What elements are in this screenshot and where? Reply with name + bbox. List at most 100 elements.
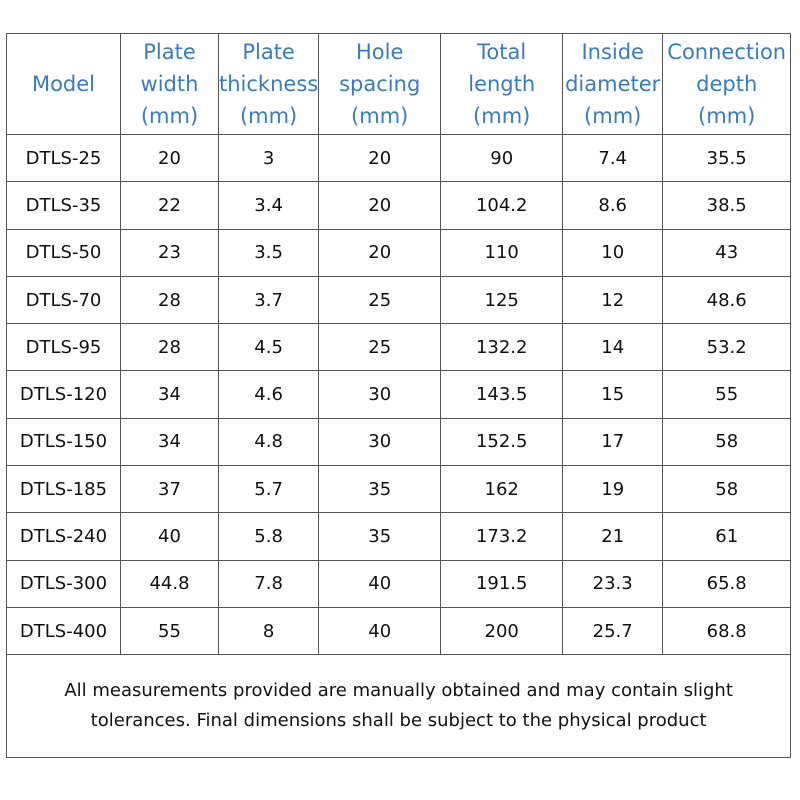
value-cell: 3.5	[217, 228, 320, 277]
value-cell: 68.8	[662, 606, 792, 656]
value-cell: 25	[318, 323, 442, 372]
value-cell: 3.7	[217, 275, 320, 325]
header-line: Plate	[143, 40, 196, 64]
data-row: DTLS-400 55 8 40 200 25.7 68.8	[6, 606, 792, 656]
value-cell: 23.3	[562, 559, 664, 608]
header-line: length	[468, 72, 536, 96]
value-cell: 110	[440, 228, 564, 277]
value-cell: 3	[217, 133, 320, 183]
model-cell: DTLS-70	[6, 275, 121, 325]
value-cell: 23	[120, 228, 219, 277]
value-cell: 48.6	[662, 275, 792, 325]
header-line: (mm)	[473, 104, 531, 128]
header-line: Plate	[242, 40, 295, 64]
header-line: width	[140, 72, 199, 96]
header-line: Inside	[581, 40, 644, 64]
value-cell: 20	[120, 133, 219, 183]
value-cell: 44.8	[120, 559, 219, 608]
header-line: (mm)	[584, 104, 642, 128]
header-line: Model	[31, 72, 96, 96]
value-cell: 20	[318, 228, 442, 277]
value-cell: 3.4	[217, 181, 320, 230]
model-cell: DTLS-400	[6, 606, 121, 656]
value-cell: 15	[562, 370, 664, 419]
header-cell: Plate width (mm)	[120, 33, 219, 135]
value-cell: 125	[440, 275, 564, 325]
value-cell: 8.6	[562, 181, 664, 230]
value-cell: 162	[440, 465, 564, 514]
value-cell: 152.5	[440, 417, 564, 467]
value-cell: 10	[562, 228, 664, 277]
data-row: DTLS-25 20 3 20 90 7.4 35.5	[6, 133, 792, 183]
value-cell: 143.5	[440, 370, 564, 419]
data-row: DTLS-120 34 4.6 30 143.5 15 55	[6, 370, 792, 419]
header-line: depth	[696, 72, 758, 96]
data-row: DTLS-35 22 3.4 20 104.2 8.6 38.5	[6, 181, 792, 230]
data-row: DTLS-150 34 4.8 30 152.5 17 58	[6, 417, 792, 467]
header-cell: Inside diameter (mm)	[562, 33, 664, 135]
header-line: (mm)	[351, 104, 409, 128]
value-cell: 28	[120, 275, 219, 325]
value-cell: 58	[662, 465, 792, 514]
header-line: Connection	[667, 40, 787, 64]
header-line: Hole	[356, 40, 404, 64]
header-cell: Model	[6, 33, 121, 135]
value-cell: 4.5	[217, 323, 320, 372]
note-line: All measurements provided are manually o…	[64, 680, 733, 702]
value-cell: 17	[562, 417, 664, 467]
value-cell: 4.8	[217, 417, 320, 467]
model-cell: DTLS-185	[6, 465, 121, 514]
spec-table: Model Plate width (mm) Plate thickness (mm) Hol…	[5, 33, 792, 759]
value-cell: 35.5	[662, 133, 792, 183]
value-cell: 35	[318, 512, 442, 561]
value-cell: 40	[120, 512, 219, 561]
header-line: (mm)	[698, 104, 756, 128]
value-cell: 61	[662, 512, 792, 561]
value-cell: 200	[440, 606, 564, 656]
value-cell: 25.7	[562, 606, 664, 656]
value-cell: 40	[318, 606, 442, 656]
value-cell: 43	[662, 228, 792, 277]
data-row: DTLS-185 37 5.7 35 162 19 58	[6, 465, 792, 514]
data-row: DTLS-70 28 3.7 25 125 12 48.6	[6, 275, 792, 325]
value-cell: 12	[562, 275, 664, 325]
data-row: DTLS-300 44.8 7.8 40 191.5 23.3 65.8	[6, 559, 792, 608]
value-cell: 37	[120, 465, 219, 514]
value-cell: 58	[662, 417, 792, 467]
value-cell: 28	[120, 323, 219, 372]
header-line: thickness	[219, 72, 319, 96]
value-cell: 104.2	[440, 181, 564, 230]
model-cell: DTLS-95	[6, 323, 121, 372]
header-cell: Total length (mm)	[440, 33, 564, 135]
value-cell: 35	[318, 465, 442, 514]
model-cell: DTLS-240	[6, 512, 121, 561]
header-line: (mm)	[239, 104, 298, 128]
header-line: Total	[477, 40, 527, 64]
value-cell: 40	[318, 559, 442, 608]
value-cell: 55	[120, 606, 219, 656]
value-cell: 30	[318, 370, 442, 419]
header-row: Model Plate width (mm) Plate thickness (mm) Hol…	[6, 33, 792, 135]
value-cell: 38.5	[662, 181, 792, 230]
value-cell: 173.2	[440, 512, 564, 561]
note-cell: All measurements provided are manually o…	[5, 654, 792, 759]
value-cell: 90	[440, 133, 564, 183]
value-cell: 7.4	[562, 133, 664, 183]
data-row: DTLS-240 40 5.8 35 173.2 21 61	[6, 512, 792, 561]
value-cell: 55	[662, 370, 792, 419]
value-cell: 20	[318, 181, 442, 230]
value-cell: 53.2	[662, 323, 792, 372]
value-cell: 20	[318, 133, 442, 183]
model-cell: DTLS-120	[6, 370, 121, 419]
value-cell: 65.8	[662, 559, 792, 608]
value-cell: 5.7	[217, 465, 320, 514]
model-cell: DTLS-35	[6, 181, 121, 230]
value-cell: 132.2	[440, 323, 564, 372]
spec-table-wrap: Model Plate width (mm) Plate thickness (mm) Hol…	[5, 33, 792, 759]
value-cell: 14	[562, 323, 664, 372]
value-cell: 22	[120, 181, 219, 230]
header-line: spacing	[339, 72, 421, 96]
model-cell: DTLS-25	[6, 133, 121, 183]
value-cell: 19	[562, 465, 664, 514]
